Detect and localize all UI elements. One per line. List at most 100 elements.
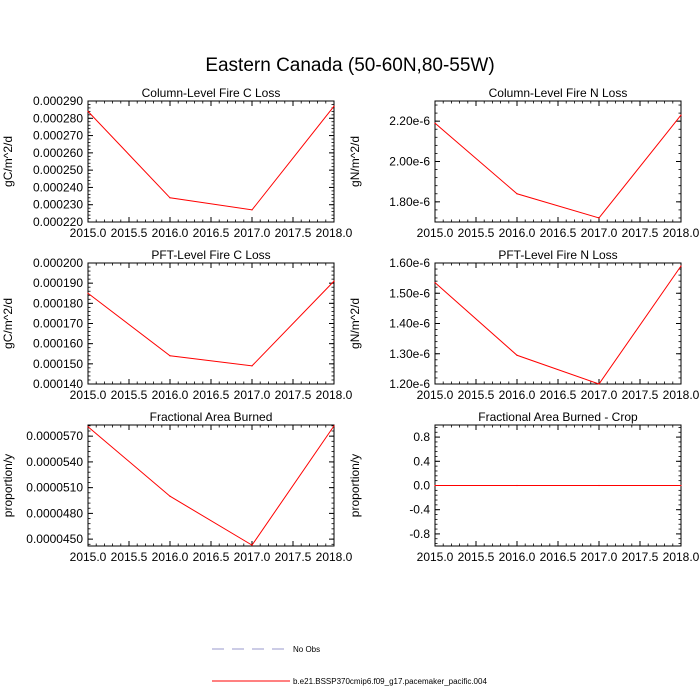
y-tick-label: 0.4 [413, 454, 430, 468]
panel-title: Fractional Area Burned - Crop [478, 410, 638, 424]
x-tick-label: 2017.5 [622, 388, 659, 402]
x-tick-label: 2015.0 [417, 226, 454, 240]
x-tick-label: 2017.0 [581, 550, 618, 564]
panel-title: Fractional Area Burned [150, 410, 273, 424]
y-axis-label: proportion/y [348, 454, 362, 517]
data-point [680, 484, 682, 487]
y-axis-label: gN/m^2/d [348, 136, 362, 187]
y-tick-label: 1.40e-6 [389, 317, 430, 331]
y-axis-label: gN/m^2/d [348, 298, 362, 349]
x-tick-label: 2016.0 [152, 550, 189, 564]
data-point [333, 105, 335, 107]
data-point [598, 383, 600, 385]
data-point [516, 354, 518, 356]
panels: Column-Level Fire C Loss gC/m^2/d 2015.0 20… [1, 86, 700, 564]
x-tick-label: 2016.5 [540, 226, 577, 240]
y-axis-label: proportion/y [1, 454, 15, 517]
chart-panel: Column-Level Fire C Loss gC/m^2/d 2015.0 20… [1, 86, 353, 240]
x-tick-label: 2017.5 [622, 226, 659, 240]
series-line [87, 280, 335, 367]
y-tick-label: 0.0 [413, 479, 430, 493]
x-tick-label: 2015.0 [417, 550, 454, 564]
y-tick-label: 0.000260 [33, 146, 83, 160]
plot-frame [87, 424, 335, 547]
y-axis-label: gC/m^2/d [1, 298, 15, 349]
y-tick-label: -0.4 [409, 503, 430, 517]
x-tick-label: 2017.0 [234, 388, 271, 402]
data-point [434, 484, 436, 487]
data-point [251, 544, 253, 546]
y-tick-label: 0.0000570 [26, 429, 83, 443]
data-point [680, 265, 682, 267]
x-tick-label: 2018.0 [663, 550, 700, 564]
y-tick-label: 0.000240 [33, 180, 83, 194]
y-tick-label: 0.000270 [33, 129, 83, 143]
data-point [680, 114, 682, 116]
y-tick-label: 0.8 [413, 430, 430, 444]
data-point [87, 426, 89, 428]
x-tick-label: 2015.5 [458, 550, 495, 564]
y-tick-label: 2.20e-6 [389, 114, 430, 128]
x-tick-label: 2018.0 [663, 226, 700, 240]
plot-frame [434, 262, 682, 385]
x-tick-label: 2017.5 [275, 226, 312, 240]
series-line [87, 105, 335, 211]
chart-panel: PFT-Level Fire N Loss gN/m^2/d 2015.0 2015.… [348, 248, 700, 402]
y-tick-label: 0.000140 [33, 377, 83, 391]
x-tick-label: 2018.0 [316, 388, 353, 402]
x-tick-label: 2017.5 [622, 550, 659, 564]
data-point [251, 209, 253, 211]
data-point [87, 110, 89, 112]
x-tick-label: 2017.5 [275, 550, 312, 564]
y-tick-label: 1.50e-6 [389, 286, 430, 300]
y-tick-label: 0.0000540 [26, 455, 83, 469]
y-tick-label: 0.000250 [33, 163, 83, 177]
y-tick-label: 0.0000510 [26, 481, 83, 495]
series-line [434, 265, 682, 385]
series-line [434, 114, 682, 219]
y-tick-label: 0.000280 [33, 111, 83, 125]
x-tick-label: 2017.0 [581, 388, 618, 402]
legend: No Obs b.e21.BSSP370cmip6.f09_g17.pacemak… [212, 645, 487, 686]
y-axis-label: gC/m^2/d [1, 136, 15, 187]
x-tick-label: 2018.0 [663, 388, 700, 402]
x-tick-label: 2016.0 [152, 388, 189, 402]
data-point [251, 365, 253, 367]
y-tick-label: 0.000170 [33, 317, 83, 331]
x-tick-label: 2015.5 [458, 388, 495, 402]
y-tick-label: 0.000190 [33, 276, 83, 290]
y-tick-label: 0.000150 [33, 357, 83, 371]
data-point [169, 197, 171, 199]
data-point [598, 217, 600, 219]
data-point [516, 484, 518, 487]
y-tick-label: 0.000230 [33, 198, 83, 212]
panel-title: Column-Level Fire C Loss [142, 86, 281, 100]
y-tick-label: 0.000180 [33, 296, 83, 310]
y-tick-label: 0.000290 [33, 94, 83, 108]
y-tick-label: 0.000220 [33, 215, 83, 229]
y-tick-label: 0.000200 [33, 256, 83, 270]
x-tick-label: 2016.5 [540, 550, 577, 564]
data-point [87, 292, 89, 294]
y-tick-label: 0.0000450 [26, 532, 83, 546]
y-tick-label: 0.000160 [33, 337, 83, 351]
legend-label: No Obs [293, 645, 320, 654]
figure-title: Eastern Canada (50-60N,80-55W) [205, 55, 494, 76]
x-tick-label: 2015.5 [111, 226, 148, 240]
data-point [333, 280, 335, 282]
x-tick-label: 2015.5 [111, 388, 148, 402]
plot-frame [87, 262, 335, 385]
chart-panel: Fractional Area Burned proportion/y 2015.0… [1, 410, 353, 564]
x-tick-label: 2016.0 [152, 226, 189, 240]
y-tick-label: -0.8 [409, 527, 430, 541]
x-tick-label: 2016.5 [193, 226, 230, 240]
x-tick-label: 2017.0 [234, 550, 271, 564]
data-point [598, 484, 600, 487]
x-tick-label: 2016.5 [193, 388, 230, 402]
x-tick-label: 2015.0 [417, 388, 454, 402]
y-tick-label: 1.80e-6 [389, 195, 430, 209]
x-tick-label: 2015.0 [70, 550, 107, 564]
chart-panel: PFT-Level Fire C Loss gC/m^2/d 2015.0 2015.… [1, 248, 353, 402]
y-tick-label: 0.0000480 [26, 506, 83, 520]
